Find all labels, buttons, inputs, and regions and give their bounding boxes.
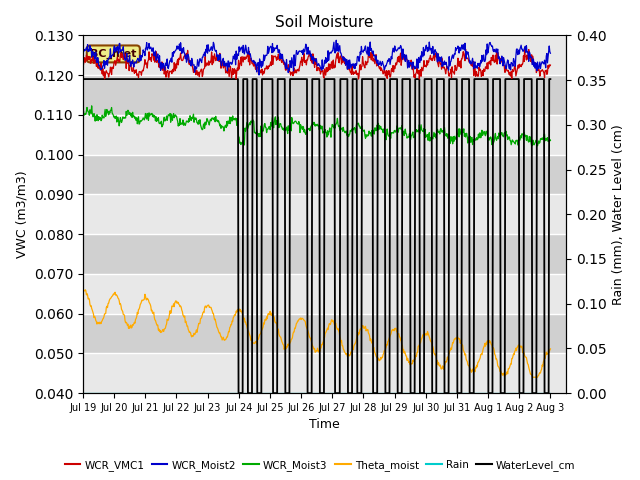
Bar: [83, 234, 566, 274]
Bar: [83, 313, 566, 353]
Bar: [83, 353, 566, 393]
Bar: [83, 36, 566, 75]
Title: Soil Moisture: Soil Moisture: [275, 15, 374, 30]
Bar: [83, 155, 566, 194]
X-axis label: Time: Time: [309, 419, 340, 432]
Y-axis label: VWC (m3/m3): VWC (m3/m3): [15, 170, 28, 258]
Bar: [83, 274, 566, 313]
Text: BC_met: BC_met: [90, 49, 136, 59]
Bar: [83, 75, 566, 115]
Bar: [83, 115, 566, 155]
Legend: WCR_VMC1, WCR_Moist2, WCR_Moist3, Theta_moist, Rain, WaterLevel_cm: WCR_VMC1, WCR_Moist2, WCR_Moist3, Theta_…: [60, 456, 580, 475]
Bar: [83, 194, 566, 234]
Y-axis label: Rain (mm), Water Level (cm): Rain (mm), Water Level (cm): [612, 124, 625, 305]
